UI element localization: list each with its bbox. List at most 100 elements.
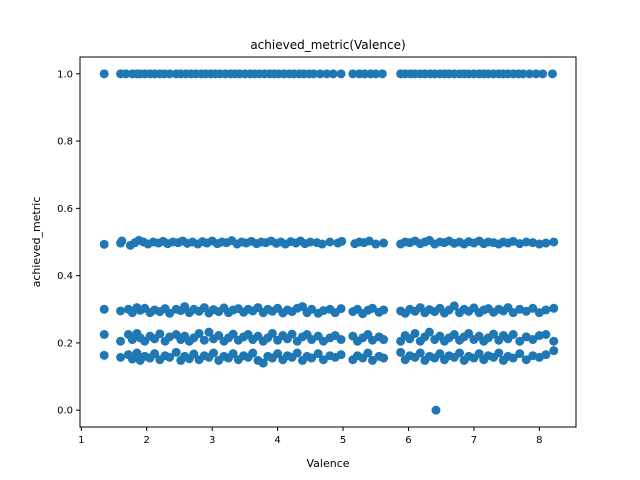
- data-point: [379, 353, 389, 363]
- data-point: [116, 336, 126, 346]
- chart-title: achieved_metric(Valence): [250, 38, 405, 52]
- data-point: [538, 69, 548, 79]
- data-point: [348, 69, 358, 79]
- data-point: [521, 237, 531, 247]
- data-point: [165, 69, 175, 79]
- data-point: [287, 329, 297, 339]
- data-point: [305, 237, 315, 247]
- data-point: [171, 347, 181, 357]
- data-point: [528, 335, 538, 345]
- data-point: [410, 328, 420, 338]
- data-point: [549, 303, 559, 313]
- data-point: [117, 236, 127, 246]
- y-axis-ticks: 0.0 0.2 0.4 0.6 0.8 1.0: [57, 69, 80, 417]
- data-point: [328, 69, 338, 79]
- data-point: [547, 69, 557, 79]
- data-point: [336, 350, 346, 360]
- data-point: [336, 69, 346, 79]
- x-tick-label: 5: [340, 435, 346, 446]
- data-point: [455, 348, 465, 358]
- data-point: [541, 305, 551, 315]
- data-point: [379, 335, 389, 345]
- data-point: [528, 303, 538, 313]
- data-point: [415, 348, 425, 358]
- y-tick-label: 0.4: [57, 271, 73, 282]
- x-axis-label: Valence: [306, 457, 349, 470]
- data-point: [315, 69, 325, 79]
- data-point: [508, 353, 518, 363]
- data-point: [258, 358, 268, 368]
- data-point: [121, 69, 131, 79]
- data-points: [99, 69, 559, 415]
- data-point: [99, 69, 109, 79]
- data-point: [541, 238, 551, 248]
- data-point: [150, 349, 160, 359]
- data-point: [336, 335, 346, 345]
- data-point: [379, 305, 389, 315]
- data-point: [368, 303, 377, 313]
- data-point: [318, 355, 328, 365]
- data-point: [132, 348, 142, 358]
- data-point: [549, 346, 559, 356]
- data-point: [336, 304, 346, 314]
- data-point: [313, 349, 323, 359]
- data-point: [377, 69, 387, 79]
- data-point: [508, 330, 518, 339]
- data-point: [99, 330, 109, 339]
- data-point: [165, 308, 175, 318]
- data-point: [337, 236, 347, 246]
- x-tick-label: 4: [274, 435, 280, 446]
- plot-frame: [79, 56, 577, 428]
- data-point: [541, 330, 551, 339]
- y-tick-label: 0.8: [57, 137, 73, 148]
- data-point: [515, 336, 525, 346]
- data-point: [531, 69, 541, 79]
- data-point: [371, 69, 381, 79]
- data-point: [549, 237, 559, 247]
- data-point: [494, 348, 504, 358]
- data-point: [228, 329, 238, 339]
- data-point: [525, 69, 535, 79]
- data-point: [431, 405, 441, 415]
- data-point: [248, 348, 258, 358]
- data-point: [309, 69, 319, 79]
- data-point: [449, 301, 459, 311]
- data-point: [116, 306, 126, 316]
- data-point: [549, 336, 559, 346]
- data-point: [99, 304, 109, 314]
- data-point: [464, 328, 474, 338]
- x-tick-label: 6: [405, 435, 411, 446]
- y-tick-label: 1.0: [57, 69, 73, 80]
- x-axis-ticks: 1 2 3 4 5 6 7 8: [78, 427, 543, 446]
- x-tick-label: 2: [144, 435, 150, 446]
- data-point: [267, 328, 277, 338]
- data-point: [228, 349, 238, 359]
- data-point: [363, 348, 373, 358]
- data-point: [379, 238, 389, 248]
- data-point: [99, 350, 109, 360]
- x-tick-label: 3: [209, 435, 215, 446]
- data-point: [214, 331, 224, 341]
- data-point: [518, 69, 528, 79]
- y-axis-label: achieved_metric: [30, 197, 43, 288]
- data-point: [307, 304, 317, 314]
- data-point: [396, 347, 406, 357]
- x-tick-label: 8: [536, 435, 542, 446]
- data-point: [322, 69, 332, 79]
- data-point: [155, 329, 165, 339]
- data-point: [189, 349, 199, 359]
- data-point: [424, 327, 434, 337]
- data-point: [521, 355, 531, 365]
- data-point: [307, 353, 317, 363]
- data-point: [541, 350, 551, 360]
- data-point: [165, 352, 175, 362]
- data-point: [325, 237, 335, 247]
- data-point: [489, 329, 499, 339]
- data-point: [194, 328, 204, 338]
- y-tick-label: 0.6: [57, 204, 73, 215]
- data-point: [99, 239, 109, 249]
- data-point: [199, 335, 209, 345]
- data-point: [116, 352, 126, 362]
- data-point: [368, 355, 377, 365]
- data-point: [273, 349, 283, 359]
